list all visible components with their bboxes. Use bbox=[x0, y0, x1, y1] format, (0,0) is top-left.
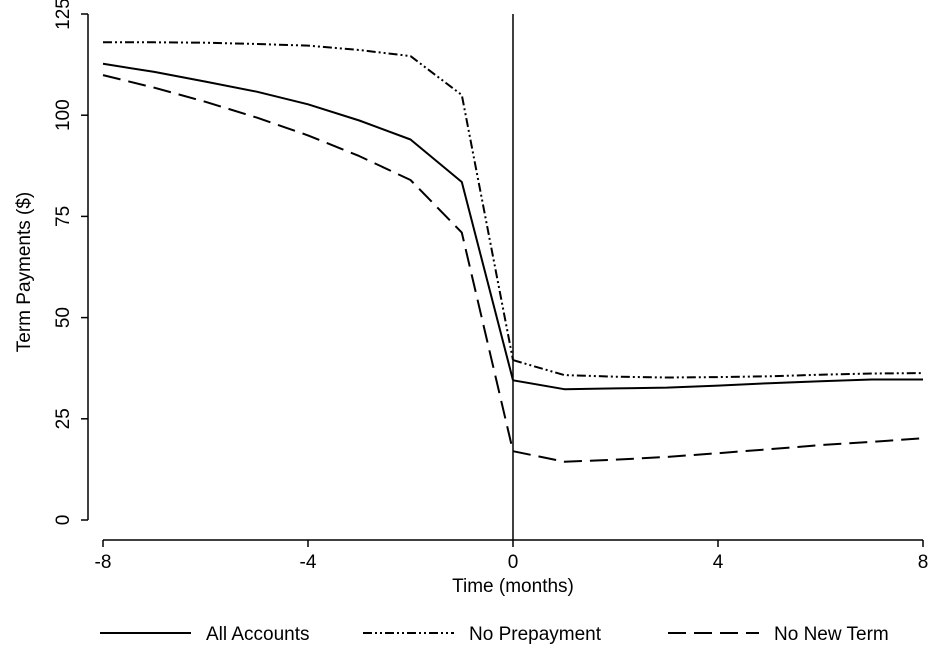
series-line-no-prepayment-post bbox=[512, 359, 924, 379]
x-tick-label: 8 bbox=[918, 552, 928, 573]
y-axis-title: Term Payments ($) bbox=[14, 192, 35, 352]
plot-area: 0 25 50 75 100 125 -8 -4 0 4 8 bbox=[53, 0, 928, 573]
legend-label: No Prepayment bbox=[469, 624, 602, 645]
y-tick-label: 50 bbox=[53, 307, 74, 328]
y-tick-label: 100 bbox=[53, 99, 74, 131]
y-tick-label: 0 bbox=[53, 515, 74, 526]
series-line-no-prepayment-pre bbox=[103, 41, 514, 361]
x-tick-label: 0 bbox=[508, 552, 519, 573]
y-tick-label: 25 bbox=[53, 408, 74, 429]
legend-label: All Accounts bbox=[206, 624, 310, 645]
y-tick-label: 75 bbox=[53, 206, 74, 227]
series-line-all-accounts-pre bbox=[102, 62, 514, 381]
x-tick-label: -8 bbox=[95, 552, 112, 573]
series-lines bbox=[102, 41, 924, 463]
series-line-no-new-term-pre bbox=[102, 74, 514, 452]
y-tick-label: 125 bbox=[53, 0, 74, 30]
legend-label: No New Term bbox=[774, 624, 889, 645]
x-tick-label: -4 bbox=[300, 552, 317, 573]
series-line-no-new-term-post bbox=[512, 437, 924, 463]
x-axis-title: Time (months) bbox=[452, 576, 574, 597]
x-tick-label: 4 bbox=[713, 552, 724, 573]
x-axis-ticks: -8 -4 0 4 8 bbox=[95, 540, 928, 573]
legend: All Accounts No Prepayment No New Term bbox=[100, 624, 889, 645]
y-axis-ticks: 0 25 50 75 100 125 bbox=[53, 0, 88, 525]
series-line-all-accounts-post bbox=[512, 378, 923, 391]
